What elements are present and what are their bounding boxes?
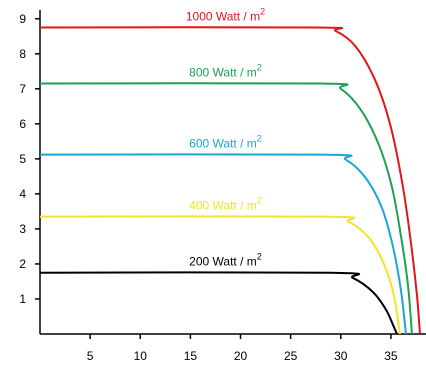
y-tick-label: 9	[19, 12, 26, 26]
series-line	[39, 153, 407, 335]
x-tick-label: 5	[87, 349, 94, 363]
series-line	[39, 26, 421, 335]
series-line	[39, 215, 401, 335]
series-label-text: 200 Watt / m	[189, 255, 257, 269]
y-tick-label: 6	[19, 117, 26, 131]
series-label-text: 1000 Watt / m	[186, 10, 260, 24]
x-tick-label: 30	[334, 349, 348, 363]
series-line	[39, 271, 398, 335]
y-tick-label: 1	[19, 292, 26, 306]
x-tick-label: 10	[134, 349, 148, 363]
y-tick-label: 4	[19, 187, 26, 201]
series-line	[39, 82, 413, 335]
series-label-superscript: 2	[257, 134, 262, 144]
x-tick-label: 20	[234, 349, 248, 363]
x-tick-label: 35	[384, 349, 398, 363]
series-label-text: 600 Watt / m	[189, 137, 257, 151]
axes-layer: 1 2 3 4 5 6 7 8 9 5 10 15 20 25 30 35	[19, 10, 426, 363]
series-label-superscript: 2	[260, 7, 265, 17]
series-label-superscript: 2	[257, 252, 262, 262]
series-label: 600 Watt / m2	[189, 134, 262, 151]
series-label: 200 Watt / m2	[189, 252, 262, 269]
series-label-text: 800 Watt / m	[189, 66, 257, 80]
y-tick-label: 5	[19, 152, 26, 166]
x-tick-label: 25	[284, 349, 298, 363]
series-label-text: 400 Watt / m	[189, 199, 257, 213]
y-tick-label: 2	[19, 257, 26, 271]
series-label-superscript: 2	[257, 63, 262, 73]
series-layer	[39, 26, 421, 335]
series-label-superscript: 2	[257, 196, 262, 206]
series-label: 800 Watt / m2	[189, 63, 262, 80]
y-tick-label: 8	[19, 47, 26, 61]
y-tick-label: 3	[19, 222, 26, 236]
series-label: 400 Watt / m2	[189, 196, 262, 213]
y-tick-label: 7	[19, 82, 26, 96]
x-tick-label: 15	[184, 349, 198, 363]
series-label: 1000 Watt / m2	[186, 7, 265, 24]
